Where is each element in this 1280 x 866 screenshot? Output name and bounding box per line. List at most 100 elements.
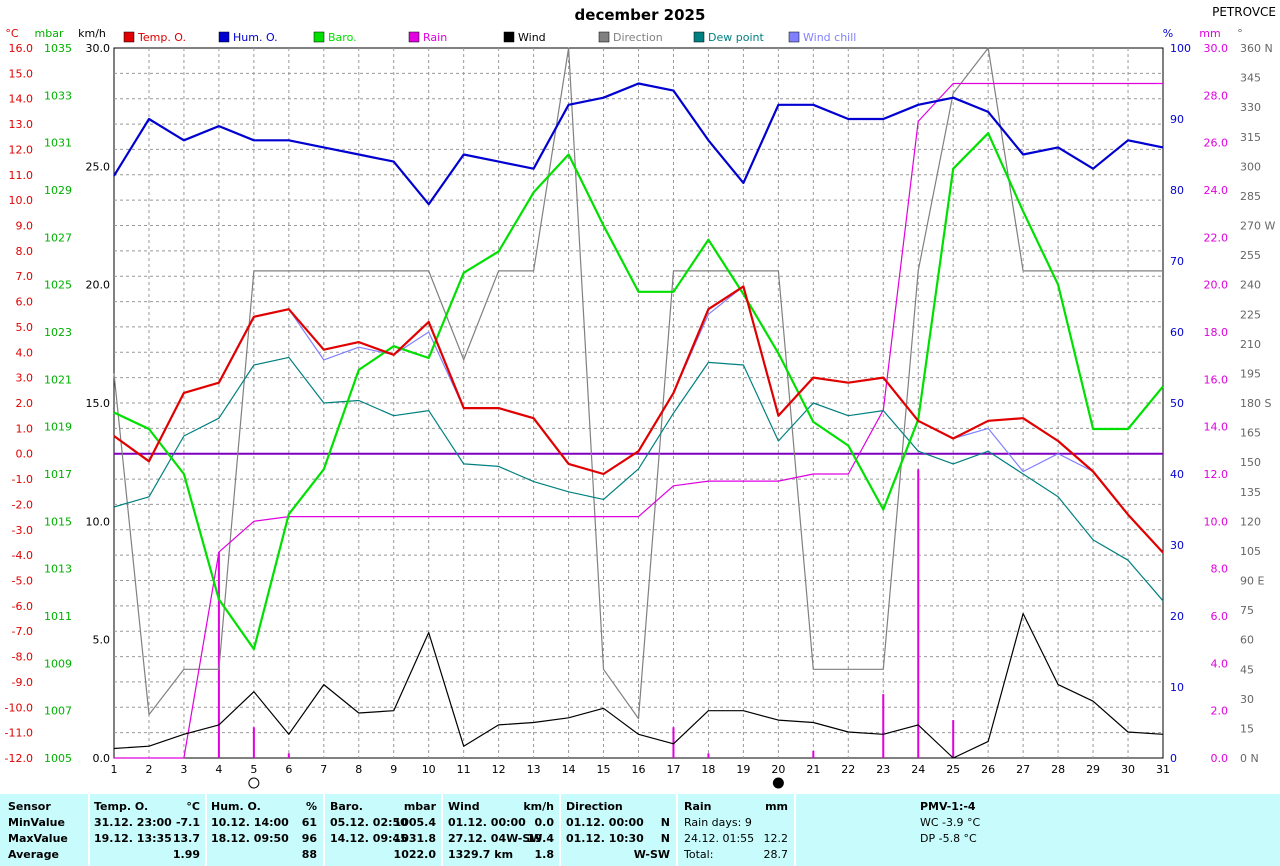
baro-tick-label: 1009 [44, 657, 72, 670]
full-moon-marker [248, 777, 260, 789]
dir-tick-label: 225 [1240, 308, 1261, 321]
hum-tick-label: 100 [1170, 42, 1191, 55]
temp-tick-label: -3.0 [12, 524, 33, 537]
baro-unit-label: mbar [35, 27, 64, 40]
dir-tick-label: 345 [1240, 72, 1261, 85]
legend-swatch [503, 31, 515, 43]
direction-line [113, 47, 1163, 720]
summary-baro-avg: 1022.0 [393, 848, 436, 861]
wind-tick-label: 20.0 [86, 279, 111, 292]
summary-pmv-col: PMV-1:-4 WC -3.9 °C DP -5.8 °C [920, 799, 1040, 847]
temp-tick-label: 0.0 [16, 448, 34, 461]
rain-tick-label: 10.0 [1204, 515, 1229, 528]
hum-tick-label: 50 [1170, 397, 1184, 410]
summary-rain-total: 28.7 [763, 848, 789, 861]
x-tick-label: 10 [422, 763, 436, 776]
x-tick-label: 31 [1156, 763, 1170, 776]
dir-tick-label: 285 [1240, 190, 1261, 203]
summary-dir-min-time: 01.12. 00:00 [566, 816, 644, 829]
summary-baro-min-time: 05.12. 02:50 [330, 816, 408, 829]
dir-tick-label: 90 E [1240, 575, 1264, 588]
temp-tick-label: -1.0 [12, 473, 33, 486]
x-tick-label: 7 [320, 763, 327, 776]
legend-swatch [313, 31, 325, 43]
x-tick-label: 3 [180, 763, 187, 776]
summary-baro-max: 1031.8 [393, 832, 436, 845]
temp-tick-label: -10.0 [5, 701, 33, 714]
rain-tick-label: 4.0 [1211, 657, 1229, 670]
weather-chart: 16.015.014.013.012.011.010.09.08.07.06.0… [5, 27, 1275, 789]
dir-tick-label: 240 [1240, 279, 1261, 292]
rain-tick-label: 24.0 [1204, 184, 1229, 197]
summary-wind-unit: km/h [523, 800, 554, 813]
legend-swatch [598, 31, 610, 43]
baro-tick-label: 1011 [44, 610, 72, 623]
temp-tick-label: 7.0 [16, 270, 34, 283]
hum-tick-label: 80 [1170, 184, 1184, 197]
dir-tick-label: 180 S [1240, 397, 1271, 410]
rain-tick-label: 14.0 [1204, 421, 1229, 434]
dir-tick-label: 135 [1240, 486, 1261, 499]
hum-tick-label: 30 [1170, 539, 1184, 552]
temp-tick-label: -4.0 [12, 549, 33, 562]
legend-swatch [408, 31, 420, 43]
dir-tick-label: 120 [1240, 515, 1261, 528]
temp-tick-label: 1.0 [16, 422, 34, 435]
summary-hum-max-time: 18.12. 09:50 [211, 832, 289, 845]
dir-tick-label: 0 N [1240, 752, 1259, 765]
summary-pmv-wc: WC -3.9 °C [920, 816, 981, 829]
new-moon-marker [772, 777, 784, 789]
x-tick-label: 15 [597, 763, 611, 776]
x-tick-label: 24 [911, 763, 925, 776]
summary-temp-max-time: 19.12. 13:35 [94, 832, 172, 845]
temp-tick-label: 6.0 [16, 296, 34, 309]
legend-label: Temp. O. [137, 31, 186, 44]
legend-label: Wind [518, 31, 546, 44]
wind-tick-label: 10.0 [86, 515, 111, 528]
summary-temp-max: 13.7 [172, 832, 200, 845]
x-tick-label: 9 [390, 763, 397, 776]
x-tick-label: 4 [215, 763, 222, 776]
dir-tick-label: 255 [1240, 249, 1261, 262]
temp-tick-label: 13.0 [9, 118, 34, 131]
dir-tick-label: 105 [1240, 545, 1261, 558]
temp-tick-label: -9.0 [12, 676, 33, 689]
rain-tick-label: 2.0 [1211, 705, 1229, 718]
summary-baro-col: Baro. mbar 05.12. 02:50 1005.4 14.12. 09:4… [330, 799, 436, 863]
dir-tick-label: 210 [1240, 338, 1261, 351]
wind-tick-label: 0.0 [93, 752, 111, 765]
rain-tick-label: 16.0 [1204, 373, 1229, 386]
rain-tick-label: 6.0 [1211, 610, 1229, 623]
x-tick-label: 30 [1121, 763, 1135, 776]
temp-tick-label: -6.0 [12, 600, 33, 613]
summary-wind-header: Wind [448, 800, 480, 813]
baro-tick-label: 1005 [44, 752, 72, 765]
legend-label: Wind chill [803, 31, 856, 44]
summary-baro-min: 1005.4 [393, 816, 436, 829]
summary-wind-avg: 1.8 [534, 848, 555, 861]
legend-swatch [123, 31, 135, 43]
legend-label: Dew point [708, 31, 764, 44]
summary-baro-header: Baro. [330, 800, 363, 813]
summary-wind-min: 0.0 [534, 816, 555, 829]
legend-swatch [693, 31, 705, 43]
temp-tick-label: 10.0 [9, 194, 34, 207]
summary-hum-header: Hum. O. [211, 800, 261, 813]
x-tick-label: 27 [1016, 763, 1030, 776]
temp-tick-label: 2.0 [16, 397, 34, 410]
summary-pmv-header: PMV-1:-4 [920, 800, 976, 813]
summary-hum-min: 61 [301, 816, 317, 829]
x-tick-label: 2 [145, 763, 152, 776]
summary-rain-max-time: 24.12. 01:55 [684, 832, 755, 845]
baro-tick-label: 1035 [44, 42, 72, 55]
rain-tick-label: 12.0 [1204, 468, 1229, 481]
legend-label: Baro. [328, 31, 357, 44]
summary-wind-col: Wind km/h 01.12. 00:00 0.0 27.12. 04W-SW 19… [448, 799, 554, 863]
dir-tick-label: 165 [1240, 427, 1261, 440]
summary-rain-max: 12.2 [763, 832, 789, 845]
dir-unit-label: ° [1237, 27, 1243, 40]
summary-temp-header: Temp. O. [94, 800, 149, 813]
summary-min-label: MinValue [8, 816, 65, 829]
temp-tick-label: 12.0 [9, 143, 34, 156]
x-tick-label: 1 [111, 763, 118, 776]
